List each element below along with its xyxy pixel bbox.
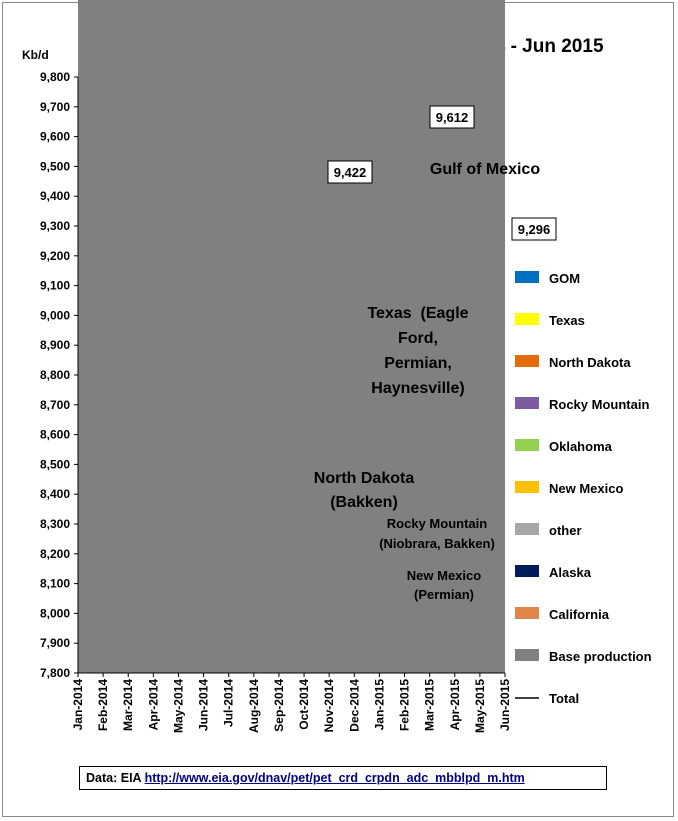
legend-swatch: [515, 355, 539, 367]
legend-total-label: Total: [549, 691, 579, 706]
y-tick-label: 9,300: [40, 219, 70, 233]
legend-label: Texas: [549, 313, 585, 328]
callout-label: 9,422: [334, 165, 367, 180]
x-tick-label: Oct-2014: [297, 679, 311, 730]
y-tick-label: 8,100: [40, 577, 70, 591]
legend-label: Rocky Mountain: [549, 397, 649, 412]
legend-label: New Mexico: [549, 481, 623, 496]
x-tick-label: Jan-2014: [71, 679, 85, 731]
callout-box: [511, 217, 557, 241]
y-tick-label: 9,000: [40, 308, 70, 322]
legend-label: California: [549, 607, 610, 622]
legend-label: GOM: [549, 271, 580, 286]
x-tick-label: Dec-2014: [347, 679, 361, 732]
legend-swatch: [515, 565, 539, 577]
annotation-texas: Ford,: [398, 330, 438, 347]
legend-swatch: [515, 607, 539, 619]
annotation-new-mexico: New Mexico: [407, 568, 481, 583]
y-tick-label: 8,900: [40, 338, 70, 352]
y-tick-label: 9,600: [40, 130, 70, 144]
y-tick-label: 8,500: [40, 457, 70, 471]
y-tick-label: 9,800: [40, 70, 70, 84]
callout-label: 9,612: [436, 110, 469, 125]
source-note: Data: EIA http://www.eia.gov/dnav/pet/pe…: [79, 766, 607, 790]
x-tick-label: May-2014: [172, 679, 186, 733]
x-tick-label: Feb-2014: [96, 679, 110, 731]
x-tick-label: Nov-2014: [322, 679, 336, 733]
x-tick-label: May-2015: [473, 679, 487, 733]
legend-label: Oklahoma: [549, 439, 613, 454]
y-tick-label: 8,000: [40, 606, 70, 620]
y-tick-label: 8,700: [40, 398, 70, 412]
callouts-group: 9,422 9,612 9,296: [327, 105, 557, 241]
x-tick-label: Aug-2014: [247, 679, 261, 733]
legend-label: Alaska: [549, 565, 592, 580]
callout-box: [429, 105, 475, 129]
y-tick-label: 8,600: [40, 428, 70, 442]
annotations-group: Gulf of Mexico Texas (Eagle Ford, Permian, H…: [314, 161, 541, 602]
legend-label: Base production: [549, 649, 652, 664]
x-tick-label: Mar-2015: [423, 679, 437, 731]
x-tick-label: Jan-2015: [372, 679, 386, 731]
annotation-north-dakota: North Dakota: [314, 470, 415, 487]
annotation-rocky: Rocky Mountain: [387, 516, 487, 531]
y-tick-label: 8,300: [40, 517, 70, 531]
legend-label: other: [549, 523, 582, 538]
source-prefix: Data: EIA: [86, 771, 145, 785]
legend-swatch: [515, 649, 539, 661]
callout-box: [327, 160, 373, 184]
callout-label: 9,296: [518, 222, 551, 237]
y-tick-label: 9,200: [40, 249, 70, 263]
legend: GOM Texas North Dakota Rocky Mountain Oklaho…: [515, 271, 652, 706]
y-tick-label: 9,100: [40, 279, 70, 293]
y-tick-label: 8,200: [40, 547, 70, 561]
y-tick-label: 7,900: [40, 636, 70, 650]
x-tick-label: Sep-2014: [272, 679, 286, 732]
annotation-texas: Haynesville): [371, 380, 464, 397]
x-tick-label: Jun-2014: [197, 679, 211, 731]
annotation-texas: Texas (Eagle: [367, 305, 468, 322]
y-tick-label: 9,500: [40, 159, 70, 173]
x-tick-label: Jun-2015: [498, 679, 512, 731]
y-tick-label: 7,800: [40, 666, 70, 680]
x-tick-label: Apr-2014: [146, 679, 160, 731]
x-tick-label: Mar-2014: [121, 679, 135, 731]
legend-swatch: [515, 481, 539, 493]
legend-label: North Dakota: [549, 355, 631, 370]
y-tick-label: 9,400: [40, 189, 70, 203]
y-tick-label: 8,800: [40, 368, 70, 382]
legend-swatch: [515, 271, 539, 283]
source-link[interactable]: http://www.eia.gov/dnav/pet/pet_crd_crpd…: [144, 771, 525, 785]
x-tick-label: Feb-2015: [398, 679, 412, 731]
annotation-gom: Gulf of Mexico: [430, 161, 540, 178]
area-series-group: [78, 0, 505, 673]
annotation-texas: Permian,: [384, 355, 452, 372]
annotation-north-dakota: (Bakken): [330, 494, 398, 511]
area-series-0: [78, 0, 505, 673]
annotation-new-mexico: (Permian): [414, 587, 474, 602]
y-axis-label: Kb/d: [22, 48, 49, 62]
legend-swatch: [515, 439, 539, 451]
x-tick-label: Jul-2014: [222, 679, 236, 727]
legend-swatch: [515, 397, 539, 409]
annotation-rocky: (Niobrara, Bakken): [379, 536, 495, 551]
axes-group: 7,800 7,900 8,000 8,100 8,200 8,300 8,400 8,500…: [40, 70, 512, 733]
y-tick-label: 9,700: [40, 100, 70, 114]
legend-swatch: [515, 313, 539, 325]
y-tick-label: 8,400: [40, 487, 70, 501]
legend-swatch: [515, 523, 539, 535]
x-tick-label: Apr-2015: [448, 679, 462, 731]
